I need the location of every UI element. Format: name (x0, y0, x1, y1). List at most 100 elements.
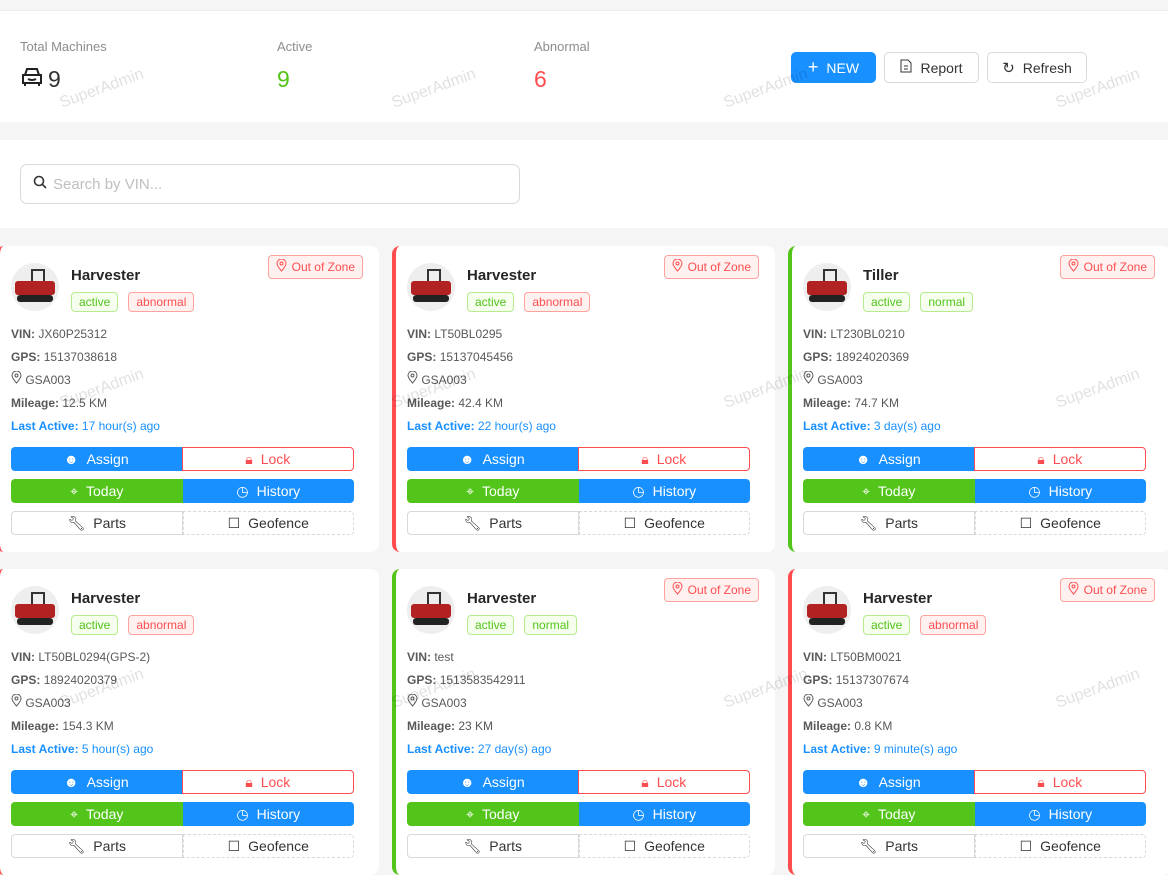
history-label: History (1048, 483, 1093, 499)
status-badge: active (863, 615, 911, 635)
geofence-button[interactable]: ☐ Geofence (182, 834, 354, 858)
machine-card: Tiller active normal Out of Zone VIN: LT2… (788, 246, 1168, 552)
machine-image (407, 586, 455, 634)
parts-label: Parts (489, 838, 522, 854)
out-of-zone-badge: Out of Zone (663, 578, 759, 602)
assign-label: Assign (482, 774, 525, 790)
geofence-button[interactable]: ☐ Geofence (182, 511, 354, 535)
vin-label: VIN: (11, 650, 35, 664)
gps-line: GPS: 18924020369 (803, 346, 941, 369)
parts-button[interactable]: 🔧︎ Parts (11, 834, 183, 858)
history-label: History (256, 806, 301, 822)
out-of-zone-label: Out of Zone (1083, 583, 1147, 597)
last-active-label: Last Active: (407, 419, 475, 433)
user-add-icon: ☻ (63, 451, 79, 467)
today-button[interactable]: ⌖ Today (407, 802, 579, 826)
square-icon: ☐ (1019, 514, 1033, 531)
gps-value: 18924020379 (43, 673, 118, 687)
new-button[interactable]: + NEW (791, 52, 876, 83)
parts-button[interactable]: 🔧︎ Parts (803, 834, 975, 858)
today-button[interactable]: ⌖ Today (11, 479, 183, 503)
file-icon (900, 59, 912, 76)
lock-button[interactable]: 🔒︎ Lock (577, 770, 750, 794)
lock-button[interactable]: 🔒︎ Lock (577, 447, 750, 471)
lock-label: Lock (656, 451, 687, 467)
parts-label: Parts (93, 515, 126, 531)
location-pin-icon (1068, 258, 1079, 275)
vin-line: VIN: LT50BM0021 (803, 646, 957, 669)
parts-button[interactable]: 🔧︎ Parts (11, 511, 183, 535)
lock-button[interactable]: 🔒︎ Lock (181, 770, 354, 794)
parts-button[interactable]: 🔧︎ Parts (407, 834, 579, 858)
vin-line: VIN: LT230BL0210 (803, 323, 941, 346)
last-active-line: Last Active: 22 hour(s) ago (407, 415, 556, 438)
today-button[interactable]: ⌖ Today (407, 479, 579, 503)
parts-button[interactable]: 🔧︎ Parts (407, 511, 579, 535)
geofence-button[interactable]: ☐ Geofence (578, 834, 750, 858)
vin-label: VIN: (803, 650, 827, 664)
new-label: NEW (826, 59, 860, 76)
history-button[interactable]: ◷ History (578, 802, 750, 826)
last-active-value: 22 hour(s) ago (477, 419, 556, 433)
geofence-button[interactable]: ☐ Geofence (974, 834, 1146, 858)
last-active-value: 5 hour(s) ago (81, 742, 154, 756)
vin-value: test (434, 650, 454, 664)
refresh-button[interactable]: ↻ Refresh (987, 52, 1087, 83)
mileage-value: 154.3 KM (62, 719, 114, 733)
assign-button[interactable]: ☻ Assign (803, 447, 974, 471)
lock-button[interactable]: 🔒︎ Lock (973, 447, 1146, 471)
gps-label: GPS: (11, 350, 41, 364)
search-box[interactable] (20, 164, 520, 204)
status-badge: active (71, 292, 119, 312)
parts-button[interactable]: 🔧︎ Parts (803, 511, 975, 535)
history-label: History (1048, 806, 1093, 822)
today-button[interactable]: ⌖ Today (11, 802, 183, 826)
machine-card: Harvester active abnormal VIN: LT50BL0294… (0, 569, 379, 875)
gps-label: GPS: (407, 350, 437, 364)
stat-abnormal: Abnormal 6 (534, 39, 590, 93)
gps-line: GPS: 18924020379 (11, 669, 153, 692)
assign-button[interactable]: ☻ Assign (11, 447, 182, 471)
machine-name: Harvester (863, 590, 933, 607)
vin-line: VIN: JX60P25312 (11, 323, 160, 346)
geofence-button[interactable]: ☐ Geofence (974, 511, 1146, 535)
assign-button[interactable]: ☻ Assign (407, 447, 578, 471)
location-pin-icon (407, 370, 418, 387)
search-input[interactable] (53, 175, 493, 193)
assign-button[interactable]: ☻ Assign (803, 770, 974, 794)
today-button[interactable]: ⌖ Today (803, 479, 975, 503)
last-active-label: Last Active: (11, 742, 79, 756)
today-label: Today (878, 806, 916, 822)
geofence-button[interactable]: ☐ Geofence (578, 511, 750, 535)
assign-button[interactable]: ☻ Assign (11, 770, 182, 794)
history-button[interactable]: ◷ History (182, 802, 354, 826)
history-button[interactable]: ◷ History (578, 479, 750, 503)
out-of-zone-badge: Out of Zone (1059, 578, 1155, 602)
machine-name: Harvester (71, 590, 141, 607)
history-button[interactable]: ◷ History (974, 479, 1146, 503)
assign-button[interactable]: ☻ Assign (407, 770, 578, 794)
today-button[interactable]: ⌖ Today (803, 802, 975, 826)
geofence-label: Geofence (644, 515, 705, 531)
machine-card: Harvester active abnormal Out of Zone VIN… (788, 569, 1168, 875)
stat-abnormal-value: 6 (534, 66, 547, 92)
parts-label: Parts (885, 515, 918, 531)
history-button[interactable]: ◷ History (182, 479, 354, 503)
vin-line: VIN: LT50BL0295 (407, 323, 556, 346)
lock-label: Lock (1052, 451, 1083, 467)
mileage-label: Mileage: (803, 396, 852, 410)
gps-label: GPS: (407, 673, 437, 687)
clock-icon: ◷ (632, 482, 645, 499)
last-active-label: Last Active: (11, 419, 79, 433)
mileage-line: Mileage: 154.3 KM (11, 715, 153, 738)
clock-icon: ◷ (632, 805, 645, 822)
status-badge: active (467, 292, 515, 312)
vin-label: VIN: (407, 650, 431, 664)
last-active-line: Last Active: 27 day(s) ago (407, 738, 551, 761)
crosshair-icon: ⌖ (862, 805, 871, 822)
lock-button[interactable]: 🔒︎ Lock (181, 447, 354, 471)
machine-name: Harvester (467, 590, 537, 607)
report-button[interactable]: Report (884, 52, 979, 83)
history-button[interactable]: ◷ History (974, 802, 1146, 826)
lock-button[interactable]: 🔒︎ Lock (973, 770, 1146, 794)
